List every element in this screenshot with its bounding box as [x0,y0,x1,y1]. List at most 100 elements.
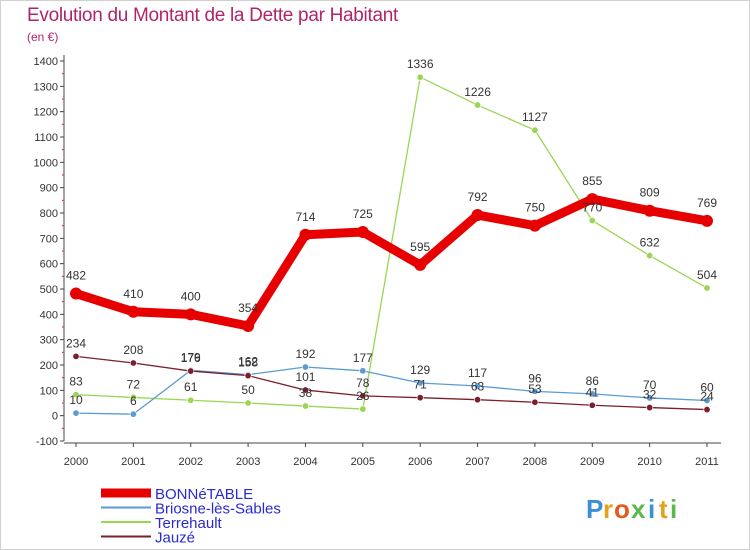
series-points [70,73,713,418]
y-tick-label: 1300 [34,81,58,93]
data-point [528,219,541,232]
data-label: 50 [241,383,255,397]
x-tick-label: 2009 [580,456,604,468]
data-label: 179 [181,350,201,364]
data-point [416,394,424,402]
data-label: 158 [238,356,258,370]
data-label: 26 [356,389,370,403]
data-point [129,393,137,401]
data-label: 208 [123,343,143,357]
data-label: 855 [582,174,602,188]
data-label: 769 [697,196,717,210]
data-point [301,363,309,371]
x-tick-label: 2005 [351,456,375,468]
data-point [72,352,80,360]
chart-axes: -100 0 100 200 300 400 500 600 700 800 900 1000 1100… [34,55,721,468]
data-label: 61 [184,380,198,394]
data-point [244,372,252,380]
data-point [187,396,195,404]
data-point [301,402,309,410]
data-label: 60 [700,380,714,394]
x-tick-label: 2007 [465,456,489,468]
x-tick-label: 2002 [178,456,202,468]
x-tick-label: 2006 [408,456,432,468]
series-line-1 [75,366,708,415]
x-tick-label: 2011 [695,456,719,468]
y-tick-label: 1000 [34,157,58,169]
data-point [703,406,711,414]
data-point [70,287,82,300]
logo-letter: i [648,494,655,524]
logo-letter: t [659,494,668,524]
data-label: 725 [353,207,373,221]
x-tick-label: 2001 [121,456,145,468]
x-tick-label: 2003 [236,456,260,468]
series-lines [71,76,712,415]
data-point [703,396,711,404]
data-label: 117 [468,366,487,380]
y-tick-label: 800 [40,208,58,220]
series-line-2 [75,76,708,410]
data-label: 162 [238,355,258,369]
data-label: 595 [410,240,430,254]
data-point [586,193,599,206]
data-label: 750 [525,201,545,215]
data-point [646,252,654,260]
data-point [416,73,424,81]
data-label: 10 [69,393,83,407]
data-point [129,410,137,418]
data-point [359,392,367,400]
data-point [244,399,252,407]
data-label: 63 [471,380,485,394]
data-point [703,284,711,292]
data-point [643,204,656,217]
data-point [416,379,424,387]
data-label: 809 [640,186,660,200]
data-label: 714 [295,210,315,224]
legend-label: Terrehault [155,515,223,532]
data-label: 770 [582,201,602,215]
y-tick-label: 400 [40,309,58,321]
y-tick-label: 1100 [34,132,58,144]
logo-letter: x [631,494,646,524]
data-point [531,387,539,395]
data-point [356,226,369,238]
data-point [301,386,309,394]
data-label: 96 [528,371,542,385]
logo-letter: o [614,494,630,524]
data-point [359,405,367,413]
logo-letter: i [670,494,677,524]
data-point [474,396,482,404]
data-label: 1336 [407,57,434,71]
data-label: 234 [66,336,86,350]
data-label: 192 [295,347,315,361]
data-label: 400 [181,289,201,303]
y-tick-label: 600 [40,259,58,271]
data-point [646,394,654,402]
y-tick-label: 900 [40,183,58,195]
data-label: 482 [66,269,86,283]
y-tick-label: 0 [52,411,58,423]
y-tick-label: 300 [40,335,58,347]
data-point [414,258,427,271]
data-label: 177 [353,351,373,365]
data-label: 410 [123,287,143,301]
x-tick-label: 2010 [637,456,661,468]
data-point [184,308,197,321]
legend: BONNéTABLEBriosne-lès-SablesTerrehaultJa… [101,486,281,547]
data-label: 72 [127,377,141,391]
data-label: 32 [643,388,657,402]
data-point [471,209,484,222]
y-tick-label: 100 [40,385,58,397]
data-label: 41 [586,385,600,399]
data-point [701,214,713,227]
data-point [588,390,596,398]
x-tick-label: 2000 [64,456,88,468]
chart-title: Evolution du Montant de la Dette par Hab… [27,5,398,26]
data-label: 176 [181,351,201,365]
data-label: 504 [697,268,717,282]
data-point [531,126,539,134]
